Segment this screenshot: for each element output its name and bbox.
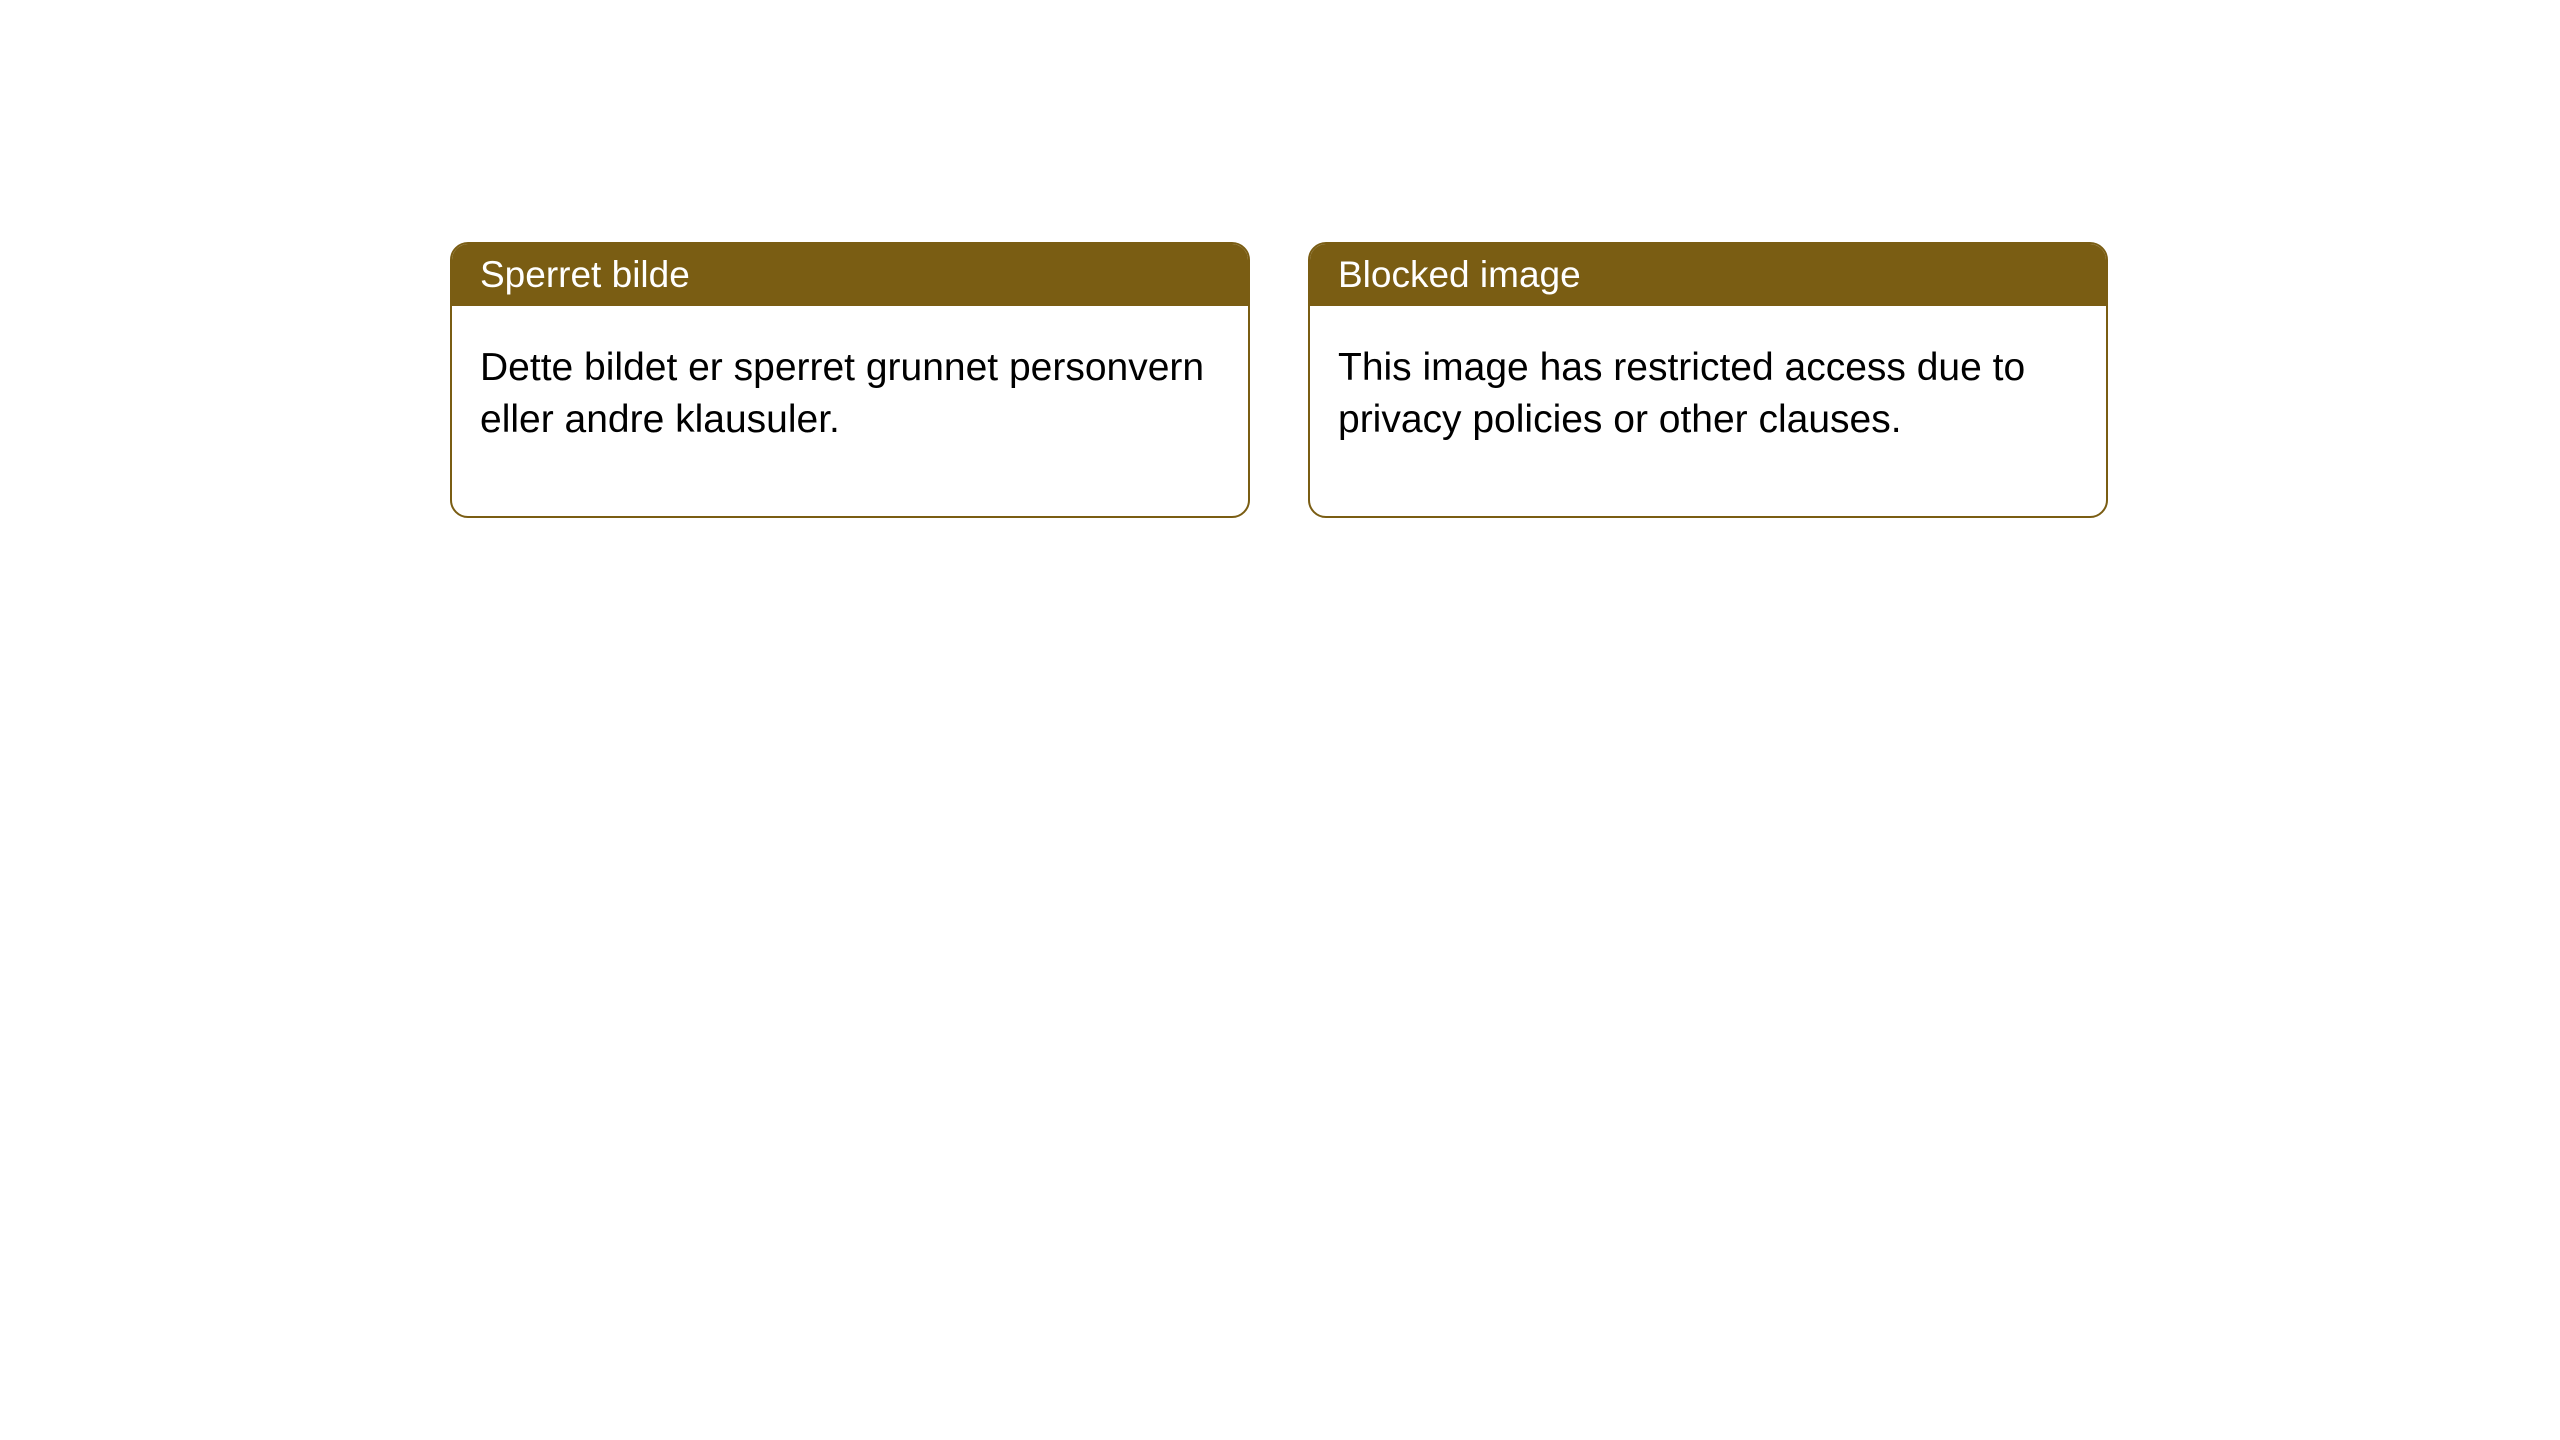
card-title: Blocked image — [1338, 254, 1581, 295]
card-header: Blocked image — [1310, 244, 2106, 306]
card-title: Sperret bilde — [480, 254, 690, 295]
card-body: This image has restricted access due to … — [1310, 306, 2106, 516]
notice-container: Sperret bilde Dette bildet er sperret gr… — [0, 0, 2560, 518]
card-body-text: This image has restricted access due to … — [1338, 346, 2025, 441]
card-header: Sperret bilde — [452, 244, 1248, 306]
blocked-image-card-no: Sperret bilde Dette bildet er sperret gr… — [450, 242, 1250, 518]
blocked-image-card-en: Blocked image This image has restricted … — [1308, 242, 2108, 518]
card-body-text: Dette bildet er sperret grunnet personve… — [480, 346, 1204, 441]
card-body: Dette bildet er sperret grunnet personve… — [452, 306, 1248, 516]
